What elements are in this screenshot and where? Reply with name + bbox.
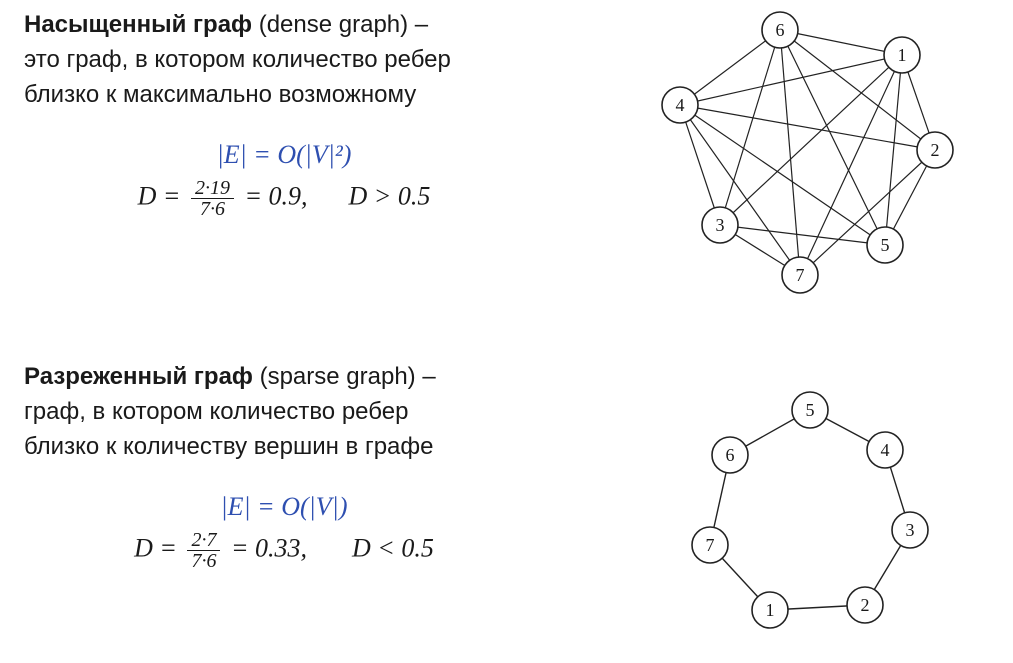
dense-graph: 1 2 3 4 5 6 7	[630, 0, 990, 310]
sparse-line1: Разреженный граф (sparse graph) –	[24, 360, 544, 395]
graph-node-label: 3	[716, 215, 725, 235]
dense-calc-eq: = 0.9,	[244, 182, 307, 211]
graph-node-label: 3	[906, 520, 915, 540]
graph-node-label: 4	[881, 440, 890, 460]
sparse-calc-frac: 2·7 7·6	[187, 530, 220, 571]
sparse-calc-line: D = 2·7 7·6 = 0.33, D < 0.5	[24, 530, 544, 571]
dense-line3: близко к максимально возможному	[24, 78, 544, 113]
dense-line2: это граф, в котором количество ребер	[24, 43, 544, 78]
dense-calc-line: D = 2·19 7·6 = 0.9, D > 0.5	[24, 178, 544, 219]
sparse-formula-top: |E| = O(|V|)	[24, 492, 544, 522]
dense-line1: Насыщенный граф (dense graph) –	[24, 8, 544, 43]
sparse-title-rest: (sparse graph) –	[253, 363, 436, 390]
sparse-line3: близко к количеству вершин в графе	[24, 430, 544, 465]
graph-node-label: 5	[881, 235, 890, 255]
graph-node-label: 2	[861, 595, 870, 615]
dense-calc-num: 2·19	[191, 178, 234, 199]
sparse-calc-den: 7·6	[187, 551, 220, 571]
sparse-title-bold: Разреженный граф	[24, 363, 253, 390]
graph-node-label: 1	[766, 600, 775, 620]
sparse-graph-svg: 5 4 3 2 1 7 6	[640, 380, 970, 650]
dense-formula-top: |E| = O(|V|²)	[24, 140, 544, 170]
graph-node-label: 5	[806, 400, 815, 420]
graph-edge	[680, 105, 720, 225]
dense-title-rest: (dense graph) –	[252, 11, 428, 38]
graph-node-label: 4	[676, 95, 685, 115]
graph-node-label: 1	[898, 45, 907, 65]
dense-text-block: Насыщенный граф (dense graph) – это граф…	[24, 8, 544, 225]
graph-node-label: 6	[726, 445, 735, 465]
sparse-calc-eq: = 0.33,	[231, 534, 307, 563]
sparse-calc-prefix: D =	[134, 534, 183, 563]
graph-node-label: 7	[706, 535, 715, 555]
dense-calc-den: 7·6	[191, 199, 234, 219]
dense-graph-svg: 1 2 3 4 5 6 7	[630, 0, 990, 310]
sparse-graph: 5 4 3 2 1 7 6	[640, 380, 970, 650]
dense-calc-cond: D > 0.5	[349, 182, 431, 211]
graph-edge	[720, 30, 780, 225]
graph-edge	[680, 105, 800, 275]
graph-edge	[800, 150, 935, 275]
dense-calc-prefix: D =	[138, 182, 187, 211]
sparse-line2: граф, в котором количество ребер	[24, 395, 544, 430]
graph-node-label: 6	[776, 20, 785, 40]
dense-calc-frac: 2·19 7·6	[191, 178, 234, 219]
sparse-calc-cond: D < 0.5	[352, 534, 434, 563]
sparse-calc-num: 2·7	[187, 530, 220, 551]
dense-title-bold: Насыщенный граф	[24, 11, 252, 38]
graph-node-label: 2	[931, 140, 940, 160]
sparse-text-block: Разреженный граф (sparse graph) – граф, …	[24, 360, 544, 577]
graph-node-label: 7	[796, 265, 805, 285]
